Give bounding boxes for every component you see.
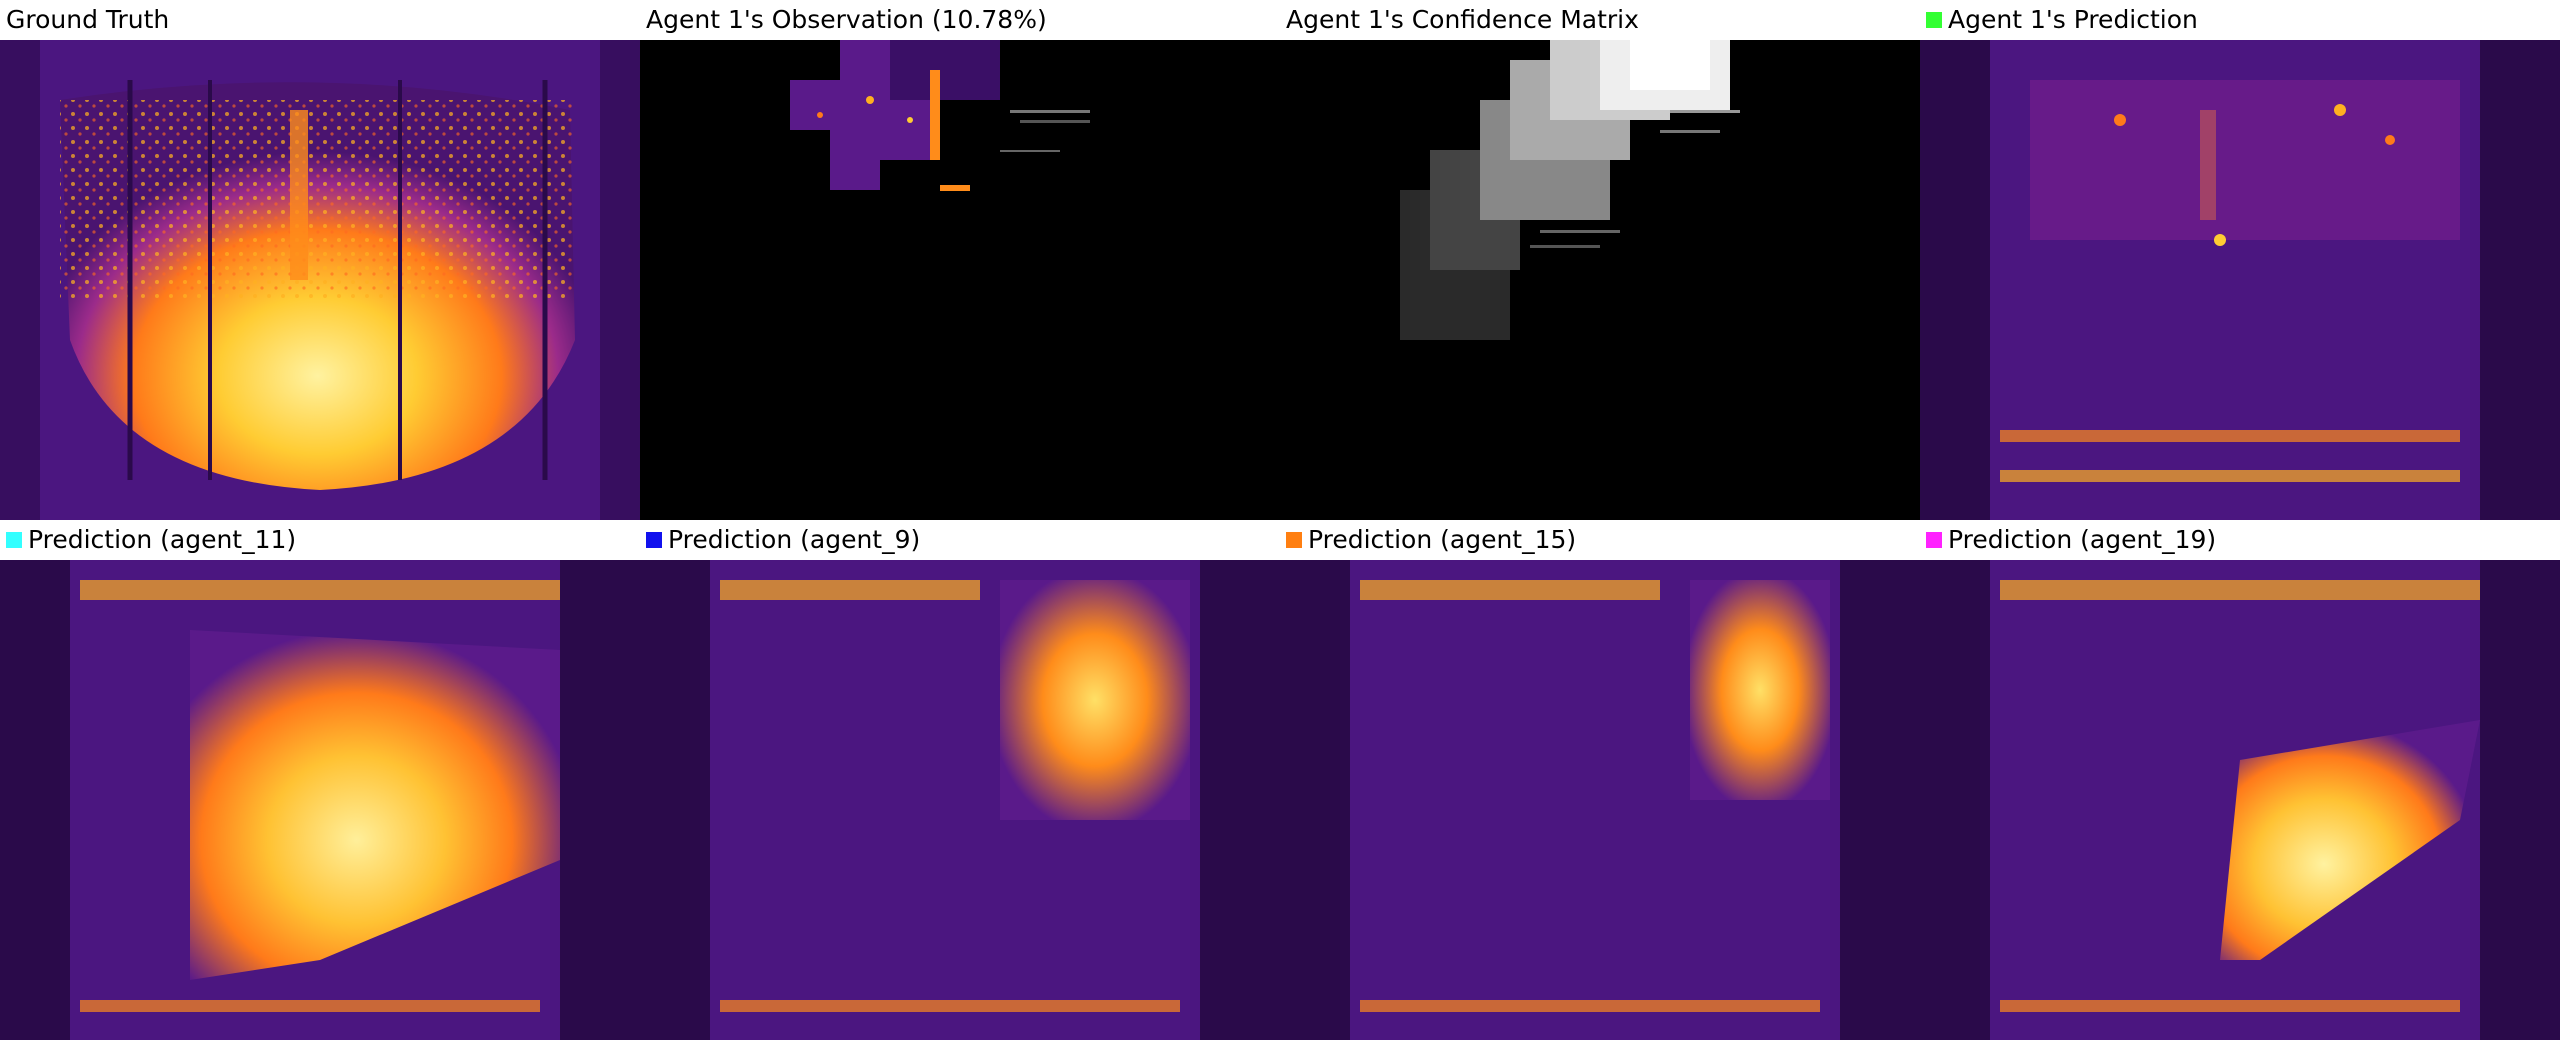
confidence-image [1280,40,1920,520]
panel-title: Agent 1's Prediction [1920,0,2560,40]
panel-title: Agent 1's Confidence Matrix [1280,0,1920,40]
panel-agent1-prediction: Agent 1's Prediction [1920,0,2560,520]
agent9-prediction-image [640,560,1280,1040]
panel-title-text: Prediction (agent_9) [668,525,921,554]
panel-confidence: Agent 1's Confidence Matrix [1280,0,1920,520]
panel-title-text: Agent 1's Observation (10.78%) [646,5,1047,34]
agent-color-swatch [1926,12,1942,28]
panel-title: Prediction (agent_15) [1280,520,1920,560]
panel-title: Agent 1's Observation (10.78%) [640,0,1280,40]
agent11-prediction-image [0,560,640,1040]
panel-observation: Agent 1's Observation (10.78%) [640,0,1280,520]
ground-truth-image [0,40,640,520]
agent1-prediction-image [1920,40,2560,520]
panel-agent19-prediction: Prediction (agent_19) [1920,520,2560,1040]
panel-title: Ground Truth [0,0,640,40]
agent-color-swatch [646,532,662,548]
panel-agent15-prediction: Prediction (agent_15) [1280,520,1920,1040]
agent15-prediction-image [1280,560,1920,1040]
agent-color-swatch [1926,532,1942,548]
panel-title-text: Prediction (agent_15) [1308,525,1577,554]
agent-color-swatch [1286,532,1302,548]
panel-ground-truth: Ground Truth [0,0,640,520]
agent19-prediction-image [1920,560,2560,1040]
agent-color-swatch [6,532,22,548]
panel-title-text: Prediction (agent_19) [1948,525,2217,554]
panel-title-text: Agent 1's Confidence Matrix [1286,5,1639,34]
panel-title: Prediction (agent_9) [640,520,1280,560]
observation-image [640,40,1280,520]
panel-title: Prediction (agent_19) [1920,520,2560,560]
panel-agent9-prediction: Prediction (agent_9) [640,520,1280,1040]
panel-title-text: Ground Truth [6,5,170,34]
panel-agent11-prediction: Prediction (agent_11) [0,520,640,1040]
panel-title-text: Prediction (agent_11) [28,525,297,554]
panel-title: Prediction (agent_11) [0,520,640,560]
panel-title-text: Agent 1's Prediction [1948,5,2198,34]
